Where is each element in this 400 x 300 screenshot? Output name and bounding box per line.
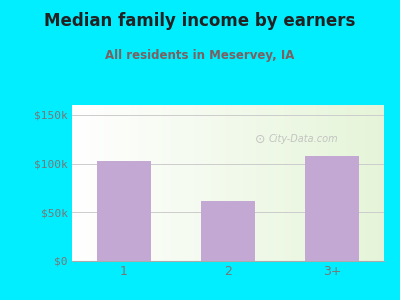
Text: All residents in Meservey, IA: All residents in Meservey, IA <box>105 49 295 62</box>
Text: ⊙: ⊙ <box>254 133 265 146</box>
Text: City-Data.com: City-Data.com <box>268 134 338 144</box>
Bar <box>97 160 151 261</box>
Bar <box>201 200 255 261</box>
Text: Median family income by earners: Median family income by earners <box>44 12 356 30</box>
Bar <box>305 156 359 261</box>
